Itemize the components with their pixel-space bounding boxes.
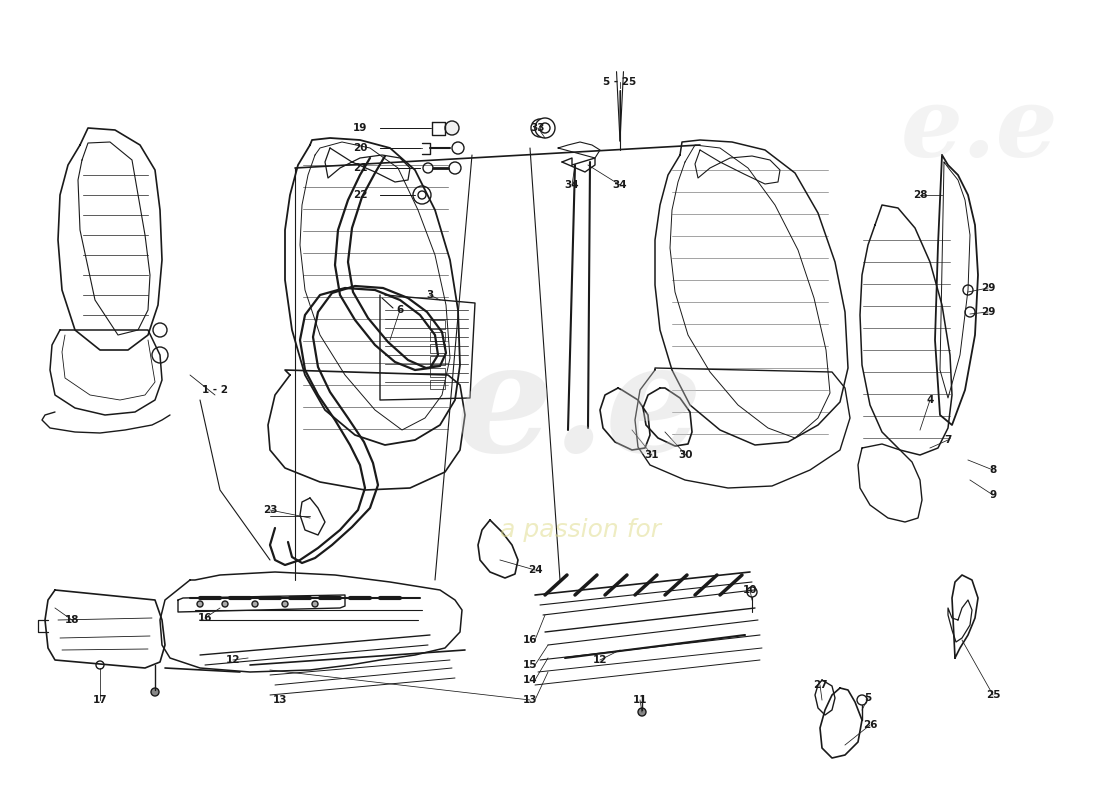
Text: 22: 22 bbox=[353, 190, 367, 200]
Text: e.e: e.e bbox=[901, 83, 1059, 177]
Text: 26: 26 bbox=[862, 720, 878, 730]
Text: 16: 16 bbox=[198, 613, 212, 623]
Text: 9: 9 bbox=[989, 490, 997, 500]
Circle shape bbox=[747, 587, 757, 597]
Text: 18: 18 bbox=[65, 615, 79, 625]
Text: 21: 21 bbox=[353, 163, 367, 173]
FancyBboxPatch shape bbox=[430, 320, 446, 329]
Circle shape bbox=[282, 601, 288, 607]
Circle shape bbox=[222, 601, 228, 607]
Text: 34: 34 bbox=[613, 180, 627, 190]
Text: 30: 30 bbox=[679, 450, 693, 460]
Text: 31: 31 bbox=[645, 450, 659, 460]
Circle shape bbox=[449, 162, 461, 174]
Text: 19: 19 bbox=[353, 123, 367, 133]
Circle shape bbox=[531, 119, 549, 137]
Text: 5 - 25: 5 - 25 bbox=[604, 77, 637, 87]
Text: 25: 25 bbox=[986, 690, 1000, 700]
Circle shape bbox=[151, 688, 160, 696]
Circle shape bbox=[857, 695, 867, 705]
Text: e.e: e.e bbox=[456, 335, 704, 485]
Text: 10: 10 bbox=[742, 585, 757, 595]
Text: 7: 7 bbox=[944, 435, 952, 445]
Text: 12: 12 bbox=[226, 655, 240, 665]
Text: 16: 16 bbox=[522, 635, 537, 645]
Text: 4: 4 bbox=[926, 395, 934, 405]
Text: a passion for: a passion for bbox=[499, 518, 660, 542]
Circle shape bbox=[312, 601, 318, 607]
FancyBboxPatch shape bbox=[430, 332, 446, 341]
Text: 3: 3 bbox=[427, 290, 433, 300]
Text: 14: 14 bbox=[522, 675, 537, 685]
FancyBboxPatch shape bbox=[430, 356, 446, 365]
Text: 23: 23 bbox=[263, 505, 277, 515]
Circle shape bbox=[252, 601, 258, 607]
Text: 12: 12 bbox=[593, 655, 607, 665]
Text: 13: 13 bbox=[522, 695, 537, 705]
Circle shape bbox=[962, 285, 974, 295]
Text: 33: 33 bbox=[530, 123, 546, 133]
Circle shape bbox=[965, 307, 975, 317]
Text: 15: 15 bbox=[522, 660, 537, 670]
Circle shape bbox=[446, 121, 459, 135]
Text: 6: 6 bbox=[396, 305, 404, 315]
Text: 29: 29 bbox=[981, 283, 996, 293]
Circle shape bbox=[197, 601, 204, 607]
Text: 5: 5 bbox=[865, 693, 871, 703]
FancyBboxPatch shape bbox=[430, 344, 446, 353]
Text: 34: 34 bbox=[564, 180, 580, 190]
FancyBboxPatch shape bbox=[430, 368, 446, 377]
Circle shape bbox=[452, 142, 464, 154]
Text: 28: 28 bbox=[913, 190, 927, 200]
Text: 11: 11 bbox=[632, 695, 647, 705]
Text: 8: 8 bbox=[989, 465, 997, 475]
Circle shape bbox=[96, 661, 104, 669]
Text: 20: 20 bbox=[353, 143, 367, 153]
Text: 29: 29 bbox=[981, 307, 996, 317]
Circle shape bbox=[638, 708, 646, 716]
Text: 24: 24 bbox=[528, 565, 542, 575]
Text: 17: 17 bbox=[92, 695, 108, 705]
FancyBboxPatch shape bbox=[430, 380, 446, 389]
Text: 1 - 2: 1 - 2 bbox=[202, 385, 228, 395]
Text: 27: 27 bbox=[813, 680, 827, 690]
Circle shape bbox=[412, 186, 431, 204]
Circle shape bbox=[424, 163, 433, 173]
Text: 13: 13 bbox=[273, 695, 287, 705]
Circle shape bbox=[535, 118, 556, 138]
